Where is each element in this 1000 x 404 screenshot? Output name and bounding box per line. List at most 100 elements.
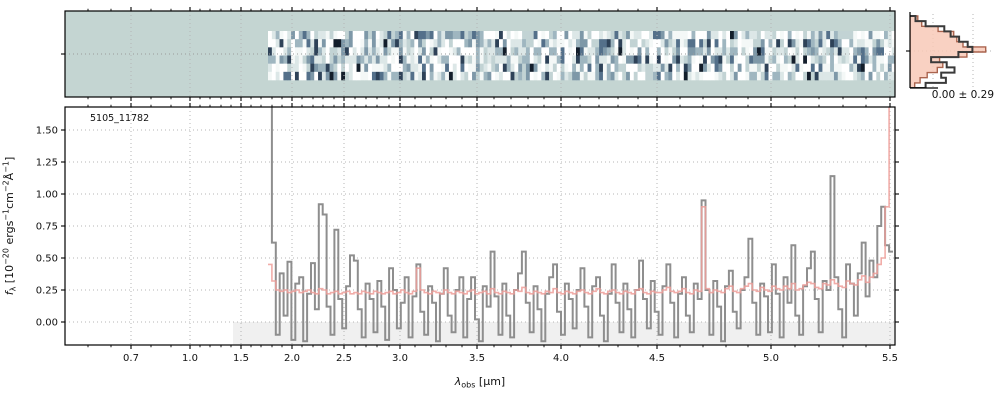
noise-cell bbox=[425, 55, 430, 64]
noise-cell bbox=[395, 55, 400, 64]
noise-cell bbox=[541, 47, 546, 56]
noise-cell bbox=[495, 39, 500, 48]
noise-cell bbox=[418, 55, 423, 64]
noise-cell bbox=[275, 63, 280, 73]
noise-cell bbox=[706, 39, 712, 48]
noise-cell bbox=[533, 63, 538, 73]
noise-cell bbox=[391, 55, 396, 64]
noise-cell bbox=[595, 55, 600, 64]
noise-cell bbox=[294, 31, 300, 40]
noise-cell bbox=[337, 47, 342, 56]
noise-cell bbox=[460, 71, 465, 81]
noise-cell bbox=[510, 31, 515, 40]
noise-cell bbox=[587, 31, 592, 40]
noise-cell bbox=[271, 31, 276, 40]
noise-cell bbox=[360, 71, 365, 81]
noise-cell bbox=[448, 31, 454, 40]
noise-cell bbox=[306, 71, 311, 81]
noise-cell bbox=[795, 31, 800, 40]
noise-cell bbox=[706, 31, 712, 40]
noise-cell bbox=[668, 47, 673, 56]
noise-cell bbox=[414, 63, 419, 73]
noise-cell bbox=[495, 63, 500, 73]
noise-cell bbox=[364, 71, 369, 81]
noise-cell bbox=[760, 55, 765, 64]
noise-cell bbox=[325, 47, 330, 56]
noise-cell bbox=[375, 55, 380, 64]
noise-cell bbox=[826, 47, 831, 56]
noise-cell bbox=[291, 63, 296, 73]
noise-cell bbox=[448, 55, 454, 64]
noise-cell bbox=[337, 39, 342, 48]
noise-cell bbox=[348, 55, 353, 64]
noise-cell bbox=[549, 63, 554, 73]
series-group bbox=[268, 107, 893, 343]
noise-cell bbox=[726, 63, 731, 73]
noise-cell bbox=[764, 71, 769, 81]
noise-cell bbox=[360, 63, 365, 73]
noise-cell bbox=[368, 31, 373, 40]
noise-cell bbox=[287, 55, 292, 64]
noise-cell bbox=[807, 47, 812, 56]
noise-cell bbox=[710, 31, 715, 40]
noise-cell bbox=[876, 55, 881, 64]
noise-cell bbox=[791, 31, 796, 40]
noise-cell bbox=[668, 71, 673, 81]
noise-cell bbox=[448, 47, 454, 56]
noise-cell bbox=[568, 71, 573, 81]
noise-cell bbox=[691, 55, 696, 64]
noise-cell bbox=[699, 39, 704, 48]
noise-cell bbox=[891, 39, 895, 48]
noise-cell bbox=[321, 55, 327, 64]
noise-cell bbox=[626, 47, 631, 56]
noise-cell bbox=[872, 39, 877, 48]
noise-cell bbox=[876, 63, 881, 73]
noise-cell bbox=[830, 39, 835, 48]
noise-cell bbox=[772, 47, 777, 56]
noise-cell bbox=[518, 63, 523, 73]
noise-cell bbox=[780, 39, 785, 48]
noise-cell bbox=[506, 31, 511, 40]
noise-cell bbox=[849, 47, 854, 56]
noise-cell bbox=[360, 39, 365, 48]
noise-cell bbox=[291, 31, 296, 40]
noise-cell bbox=[864, 63, 869, 73]
noise-cell bbox=[880, 63, 885, 73]
noise-cell bbox=[853, 71, 858, 81]
noise-cell bbox=[822, 31, 827, 40]
noise-cell bbox=[518, 71, 523, 81]
noise-cell bbox=[460, 39, 465, 48]
noise-cell bbox=[475, 63, 481, 73]
noise-cell bbox=[687, 47, 692, 56]
noise-cell bbox=[522, 63, 527, 73]
noise-cell bbox=[714, 31, 719, 40]
noise-cell bbox=[618, 71, 623, 81]
noise-cell bbox=[433, 55, 438, 64]
noise-cell bbox=[857, 55, 862, 64]
noise-cell bbox=[549, 39, 554, 48]
noise-cell bbox=[499, 63, 504, 73]
noise-cell bbox=[445, 63, 450, 73]
noise-cell bbox=[475, 31, 481, 40]
noise-cell bbox=[791, 63, 796, 73]
noise-cell bbox=[537, 55, 542, 64]
noise-cell bbox=[418, 47, 423, 56]
noise-cell bbox=[826, 63, 831, 73]
noise-cell bbox=[387, 71, 392, 81]
noise-cell bbox=[803, 63, 808, 73]
noise-cell bbox=[391, 71, 396, 81]
noise-cell bbox=[564, 63, 569, 73]
noise-cell bbox=[464, 47, 469, 56]
noise-cell bbox=[383, 55, 388, 64]
noise-cell bbox=[495, 47, 500, 56]
noise-cell bbox=[545, 63, 550, 73]
noise-cell bbox=[583, 39, 588, 48]
noise-cell bbox=[606, 55, 611, 64]
sigma-histogram-panel bbox=[906, 12, 992, 89]
x-tick-label: 4.5 bbox=[649, 353, 665, 364]
noise-cell bbox=[614, 31, 619, 40]
noise-cell bbox=[737, 63, 742, 73]
noise-cell bbox=[849, 39, 854, 48]
noise-cell bbox=[564, 39, 569, 48]
noise-cell bbox=[271, 39, 276, 48]
